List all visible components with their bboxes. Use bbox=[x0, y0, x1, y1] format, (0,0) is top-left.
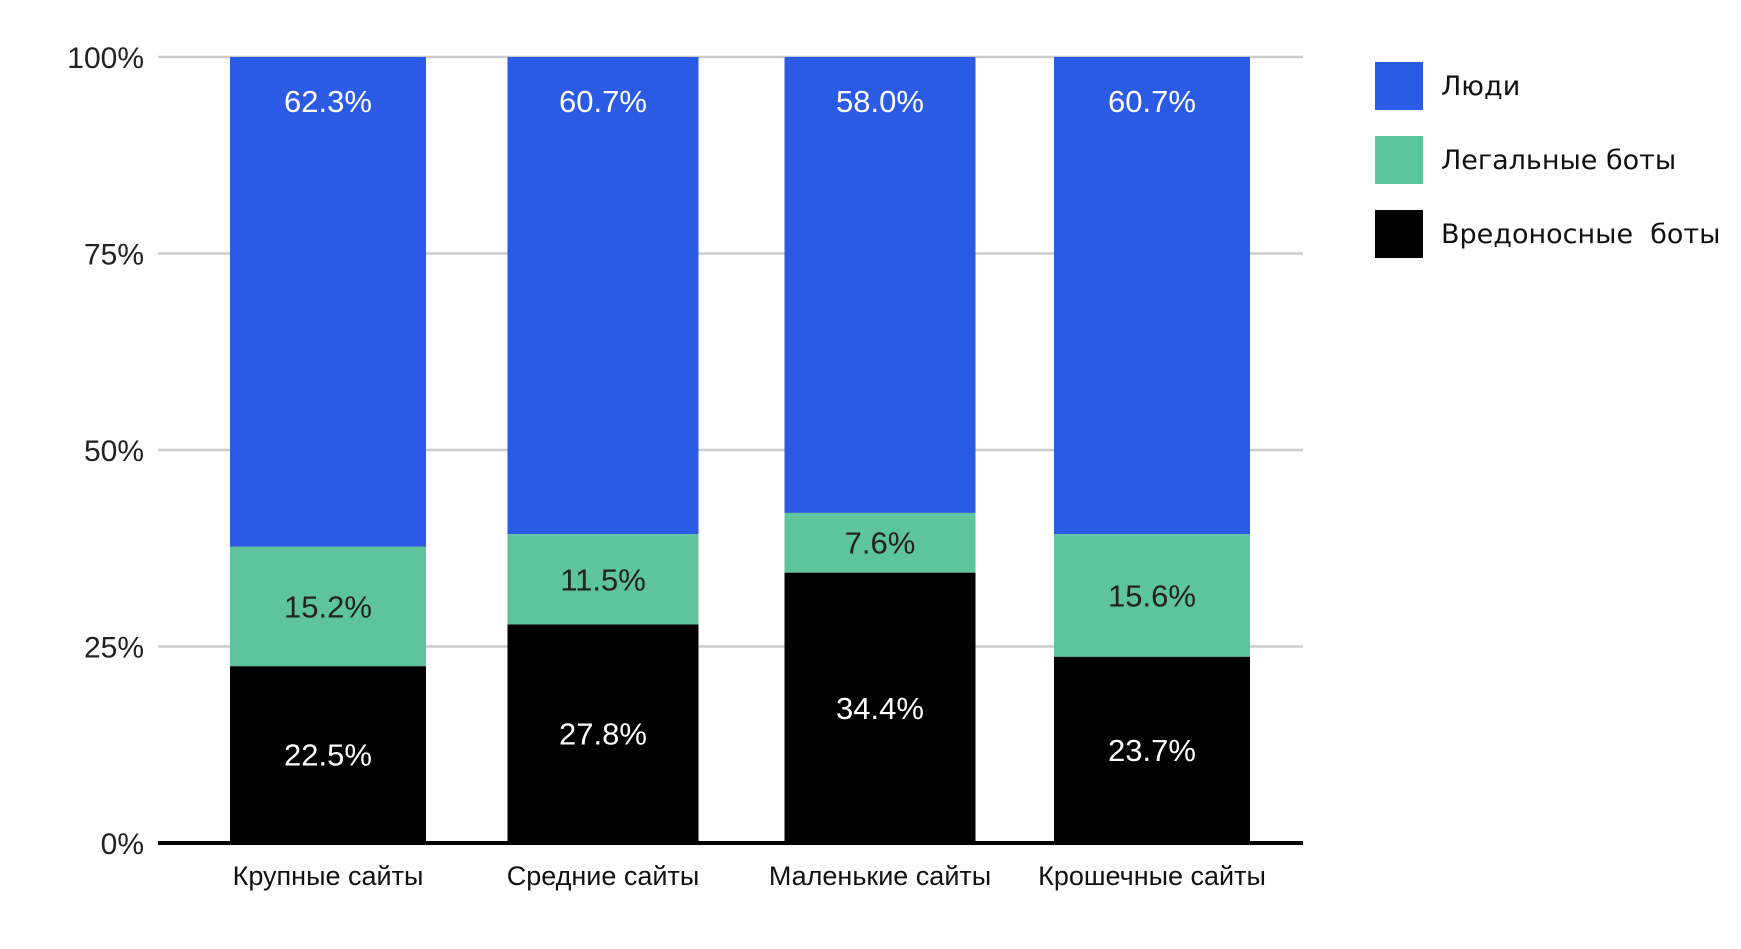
bar-segment bbox=[507, 534, 699, 625]
legend-item: Вредоносные боты bbox=[1375, 210, 1720, 258]
data-label: 27.8% bbox=[559, 717, 647, 752]
bar-segment bbox=[784, 512, 976, 573]
bar-segment bbox=[507, 624, 699, 843]
legend-swatch bbox=[1375, 62, 1423, 110]
x-tick-label: Крупные сайты bbox=[233, 861, 424, 891]
legend-item: Люди bbox=[1375, 62, 1720, 110]
y-tick-label: 100% bbox=[67, 42, 144, 75]
y-tick-label: 75% bbox=[84, 239, 144, 272]
legend-swatch bbox=[1375, 136, 1423, 184]
y-tick-label: 25% bbox=[84, 632, 144, 665]
bar-segment bbox=[1054, 534, 1250, 657]
data-label: 23.7% bbox=[1108, 733, 1196, 768]
data-label: 62.3% bbox=[284, 84, 372, 119]
bar-segment bbox=[230, 546, 426, 667]
x-axis-labels: Крупные сайты Средние сайты Маленькие сайт… bbox=[233, 861, 1266, 891]
legend: Люди Легальные боты Вредоносные боты bbox=[1375, 62, 1720, 284]
bars: 22.5% 15.2% 62.3% 27.8% 11.5% 60.7% 34.4% 7.6% 5… bbox=[230, 57, 1250, 843]
bar-segment bbox=[230, 666, 426, 843]
y-axis-ticks: 0% 25% 50% 75% 100% bbox=[67, 42, 144, 861]
bar-segment bbox=[1054, 57, 1250, 535]
bar-segment bbox=[1054, 656, 1250, 843]
legend-label: Люди bbox=[1441, 70, 1521, 102]
bar-segment bbox=[507, 57, 699, 535]
bar-segment bbox=[230, 57, 426, 547]
y-tick-label: 50% bbox=[84, 435, 144, 468]
data-label: 60.7% bbox=[559, 84, 647, 119]
bar-segment bbox=[784, 57, 976, 513]
data-label: 15.2% bbox=[284, 589, 372, 624]
x-tick-label: Крошечные сайты bbox=[1038, 861, 1266, 891]
bar-segment bbox=[784, 572, 976, 843]
legend-label: Легальные боты bbox=[1441, 144, 1677, 176]
x-tick-label: Маленькие сайты bbox=[769, 861, 991, 891]
data-label: 7.6% bbox=[845, 526, 916, 561]
y-tick-label: 0% bbox=[101, 828, 144, 861]
x-tick-label: Средние сайты bbox=[507, 861, 700, 891]
legend-item: Легальные боты bbox=[1375, 136, 1720, 184]
data-label: 15.6% bbox=[1108, 578, 1196, 613]
legend-swatch bbox=[1375, 210, 1423, 258]
data-label: 60.7% bbox=[1108, 84, 1196, 119]
legend-label: Вредоносные боты bbox=[1441, 218, 1721, 250]
data-label: 58.0% bbox=[836, 84, 924, 119]
data-label: 34.4% bbox=[836, 691, 924, 726]
data-label: 11.5% bbox=[560, 562, 646, 597]
data-label: 22.5% bbox=[284, 738, 372, 773]
